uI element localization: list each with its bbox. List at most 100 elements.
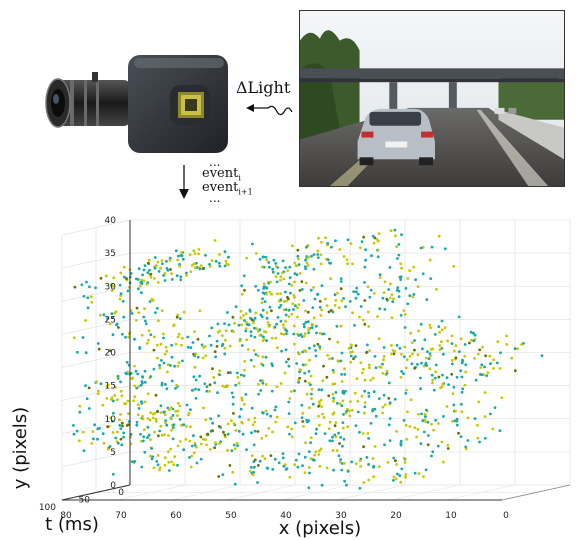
event-point bbox=[413, 339, 416, 342]
event-point bbox=[286, 269, 290, 272]
event-point bbox=[513, 347, 517, 351]
y-tick-label: 40 bbox=[105, 216, 117, 226]
event-point bbox=[131, 376, 135, 380]
event-point bbox=[104, 274, 108, 278]
event-point bbox=[303, 379, 307, 383]
event-point bbox=[486, 371, 490, 375]
event-point bbox=[483, 391, 487, 394]
event-point bbox=[234, 429, 238, 432]
event-point bbox=[231, 470, 235, 474]
event-point bbox=[430, 245, 434, 249]
event-point bbox=[318, 464, 322, 468]
event-point bbox=[287, 412, 291, 415]
event-point bbox=[408, 294, 412, 298]
event-point bbox=[372, 390, 376, 394]
event-point bbox=[413, 471, 417, 475]
event-point bbox=[390, 316, 394, 319]
event-point bbox=[403, 461, 407, 464]
event-point bbox=[306, 310, 310, 314]
event-point bbox=[452, 264, 456, 268]
event-point bbox=[441, 460, 445, 464]
event-point bbox=[396, 257, 399, 260]
event-point bbox=[500, 396, 504, 400]
event-point bbox=[312, 267, 316, 271]
event-point bbox=[411, 352, 414, 356]
event-point bbox=[313, 453, 317, 457]
event-point bbox=[176, 335, 180, 339]
event-point bbox=[344, 305, 347, 308]
event-point bbox=[387, 397, 391, 400]
event-point bbox=[177, 361, 181, 365]
event-point bbox=[211, 367, 214, 370]
event-point bbox=[181, 257, 185, 261]
event-point bbox=[320, 240, 323, 244]
x-axis-edge bbox=[501, 484, 571, 501]
event-point bbox=[124, 402, 128, 406]
event-point bbox=[192, 375, 196, 379]
event-point bbox=[450, 362, 454, 366]
y-tick-label: 20 bbox=[105, 349, 117, 359]
event-point bbox=[345, 483, 348, 487]
event-point bbox=[266, 321, 270, 324]
event-point bbox=[137, 385, 141, 388]
event-point bbox=[421, 246, 425, 249]
event-point bbox=[195, 261, 198, 265]
event-point bbox=[111, 411, 115, 415]
event-point bbox=[334, 299, 338, 302]
event-point bbox=[325, 466, 329, 470]
event-point bbox=[175, 383, 179, 387]
event-point bbox=[349, 346, 353, 349]
event-point bbox=[363, 322, 367, 326]
event-point bbox=[297, 378, 300, 382]
event-point bbox=[472, 331, 475, 335]
event-point bbox=[442, 415, 445, 418]
event-point bbox=[259, 389, 263, 392]
event-point bbox=[130, 312, 134, 315]
event-point bbox=[446, 443, 450, 447]
event-point bbox=[147, 433, 151, 437]
event-point bbox=[192, 451, 196, 455]
event-point bbox=[341, 391, 345, 395]
event-point bbox=[193, 266, 197, 270]
event-point bbox=[397, 253, 401, 257]
event-point bbox=[305, 245, 309, 249]
event-point bbox=[333, 293, 337, 297]
event-point bbox=[186, 345, 190, 349]
event-point bbox=[410, 341, 414, 344]
event-point bbox=[294, 304, 297, 308]
event-point bbox=[328, 439, 332, 443]
event-point bbox=[430, 454, 433, 458]
event-point bbox=[290, 312, 294, 316]
event-point bbox=[227, 323, 231, 327]
x-tick-label: 50 bbox=[225, 511, 237, 521]
event-camera-image bbox=[45, 55, 228, 153]
event-point bbox=[195, 445, 198, 449]
event-point bbox=[349, 360, 353, 364]
event-point bbox=[304, 309, 307, 313]
event-point bbox=[325, 375, 329, 379]
event-point bbox=[145, 282, 149, 286]
event-point bbox=[122, 265, 126, 269]
event-point bbox=[111, 316, 114, 319]
event-point bbox=[116, 441, 120, 445]
event-point bbox=[271, 364, 274, 368]
event-point bbox=[253, 335, 257, 339]
event-point bbox=[282, 464, 286, 468]
event-point bbox=[346, 425, 350, 429]
t-axis-line bbox=[61, 484, 131, 501]
event-point bbox=[132, 399, 136, 403]
event-point bbox=[359, 464, 362, 468]
event-point bbox=[281, 456, 285, 460]
event-point bbox=[419, 387, 422, 391]
event-point bbox=[367, 363, 371, 367]
event-point bbox=[470, 338, 473, 342]
event-point bbox=[303, 455, 307, 459]
x-tick-label: 10 bbox=[445, 511, 457, 521]
event-point bbox=[327, 310, 331, 314]
event-point bbox=[194, 387, 197, 391]
event-point bbox=[367, 437, 370, 440]
event-point bbox=[97, 389, 100, 393]
event-point bbox=[284, 266, 287, 269]
event-point bbox=[196, 337, 200, 341]
event-point bbox=[368, 295, 372, 299]
